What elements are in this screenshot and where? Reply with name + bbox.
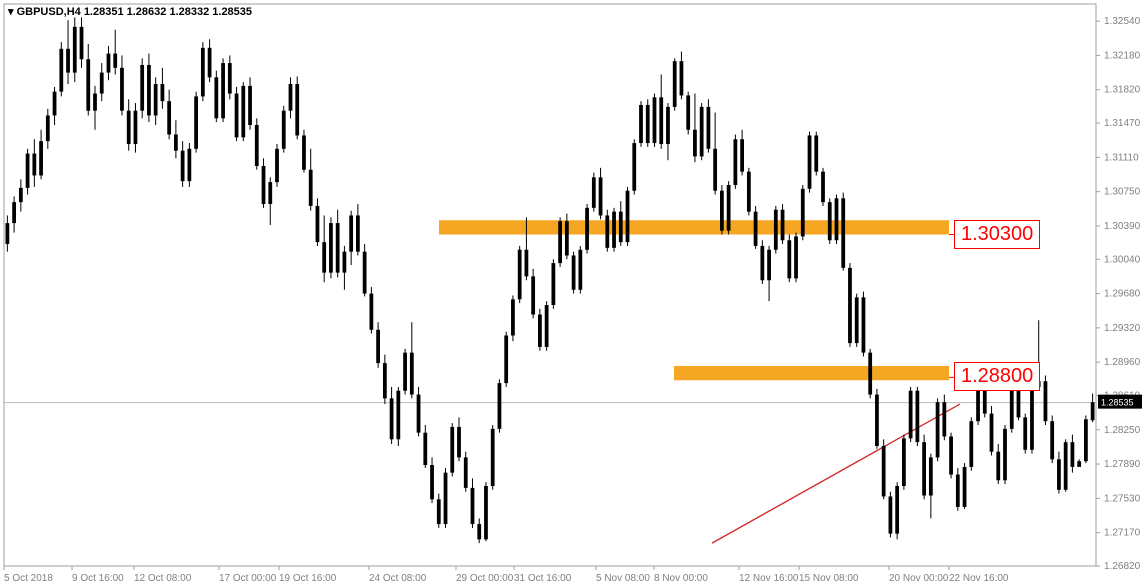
svg-text:1.32180: 1.32180 xyxy=(1104,50,1141,61)
svg-text:1.30750: 1.30750 xyxy=(1104,187,1141,198)
chart-container: 1.32540 1.32180 1.31820 1.31470 1.31110 1.307… xyxy=(0,0,1144,585)
svg-text:24 Oct 08:00: 24 Oct 08:00 xyxy=(369,573,427,584)
svg-text:1.31820: 1.31820 xyxy=(1104,85,1141,96)
svg-text:1.28960: 1.28960 xyxy=(1104,357,1141,368)
svg-text:1.31470: 1.31470 xyxy=(1104,118,1141,129)
svg-text:12 Nov 16:00: 12 Nov 16:00 xyxy=(739,573,799,584)
svg-text:8 Nov 00:00: 8 Nov 00:00 xyxy=(654,573,708,584)
svg-text:1.29680: 1.29680 xyxy=(1104,289,1141,300)
svg-text:1.29320: 1.29320 xyxy=(1104,323,1141,334)
resistance-annotation-1-text: 1.30300 xyxy=(961,223,1033,245)
svg-text:20 Nov 00:00: 20 Nov 00:00 xyxy=(889,573,949,584)
svg-text:1.27170: 1.27170 xyxy=(1104,528,1141,539)
resistance-annotation-2: 1.28800 xyxy=(954,362,1040,391)
chart-svg[interactable]: 1.32540 1.32180 1.31820 1.31470 1.31110 1.307… xyxy=(0,0,1144,585)
svg-text:5 Nov 08:00: 5 Nov 08:00 xyxy=(596,573,650,584)
svg-text:1.31110: 1.31110 xyxy=(1104,152,1139,163)
svg-text:17 Oct 00:00: 17 Oct 00:00 xyxy=(219,573,277,584)
svg-text:1.27530: 1.27530 xyxy=(1104,493,1141,504)
svg-text:1.30390: 1.30390 xyxy=(1104,221,1141,232)
resistance-annotation-2-text: 1.28800 xyxy=(961,365,1033,387)
svg-text:1.27890: 1.27890 xyxy=(1104,459,1141,470)
svg-text:5 Oct 2018: 5 Oct 2018 xyxy=(4,573,53,584)
svg-text:12 Oct 08:00: 12 Oct 08:00 xyxy=(134,573,192,584)
svg-text:22 Nov 16:00: 22 Nov 16:00 xyxy=(949,573,1009,584)
resistance-annotation-1: 1.30300 xyxy=(954,220,1040,249)
svg-text:19 Oct 16:00: 19 Oct 16:00 xyxy=(279,573,337,584)
svg-text:15 Nov 08:00: 15 Nov 08:00 xyxy=(799,573,859,584)
svg-text:29 Oct 00:00: 29 Oct 00:00 xyxy=(456,573,514,584)
svg-text:31 Oct 16:00: 31 Oct 16:00 xyxy=(514,573,572,584)
svg-text:1.30040: 1.30040 xyxy=(1104,254,1141,265)
svg-text:1.28535: 1.28535 xyxy=(1101,398,1134,408)
svg-text:1.28250: 1.28250 xyxy=(1104,425,1141,436)
svg-text:1.26820: 1.26820 xyxy=(1104,561,1141,572)
svg-text:▾ GBPUSD,H4 1.28351 1.28632 1: ▾ GBPUSD,H4 1.28351 1.28632 1.28332 1.28… xyxy=(7,6,252,18)
svg-text:9 Oct 16:00: 9 Oct 16:00 xyxy=(72,573,124,584)
svg-text:1.32540: 1.32540 xyxy=(1104,16,1141,27)
